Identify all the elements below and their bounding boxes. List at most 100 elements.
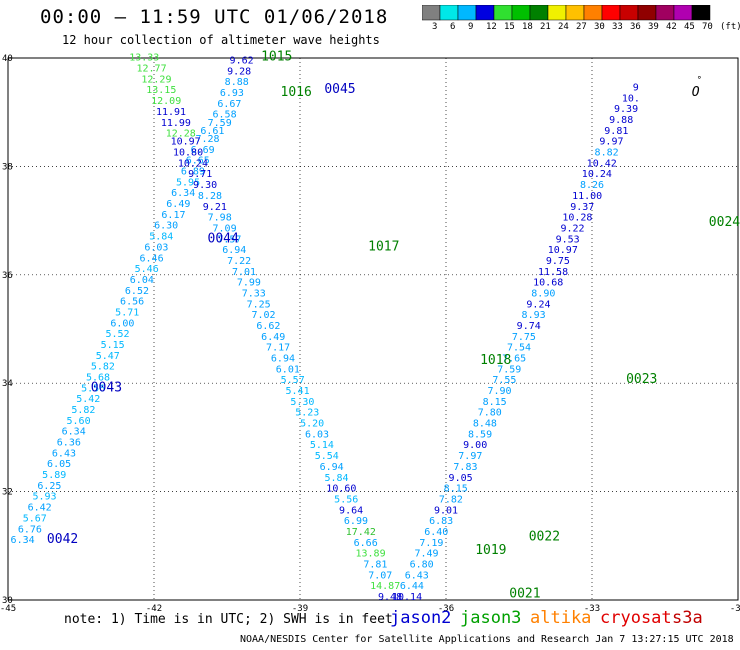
color-scale-label: 15 [504, 22, 515, 32]
wave-height-label: 6.94 [271, 354, 295, 365]
pass-time-label: 0021 [509, 586, 540, 601]
wave-height-label: 7.98 [208, 213, 232, 224]
wave-height-label: 8.15 [483, 397, 507, 408]
color-scale-label: 12 [486, 22, 497, 32]
pass-time-label: 0023 [626, 372, 657, 387]
wave-height-label: 6.83 [429, 516, 453, 527]
wave-height-label: 6.89 [181, 167, 205, 178]
wave-height-label: 7.33 [242, 288, 266, 299]
satellite-legend-item: jason2 [390, 608, 452, 628]
pass-time-label: 0043 [91, 380, 122, 395]
wave-height-label: 8.15 [444, 484, 468, 495]
wave-height-label: 6.94 [222, 245, 246, 256]
wave-height-label: 10. [622, 93, 640, 104]
wave-height-label: 7.28 [195, 134, 219, 145]
wave-height-label: 6.00 [110, 318, 134, 329]
wave-height-label: 9.62 [230, 55, 254, 66]
wave-height-label: 10.24 [582, 169, 612, 180]
color-scale-label: 33 [612, 22, 623, 32]
wave-height-label: 7.75 [512, 332, 536, 343]
wave-height-label: 6.80 [410, 559, 434, 570]
wave-height-label: 6.49 [166, 199, 190, 210]
x-tick-label: -45 [0, 604, 16, 614]
satellite-legend-item: cryosat [600, 608, 672, 628]
wave-height-label: 12.28 [166, 129, 196, 140]
wave-height-label: 9.37 [570, 202, 594, 213]
wave-height-label: 10.68 [533, 278, 563, 289]
wave-height-label: 9.39 [614, 104, 638, 115]
wave-height-label: 6.36 [57, 438, 81, 449]
wave-height-label: 8.26 [580, 180, 604, 191]
satellite-legend-item: jason3 [460, 608, 522, 628]
wave-height-label: 11.00 [572, 191, 602, 202]
wave-height-label: 12.09 [151, 96, 181, 107]
wave-height-label: 9.01 [434, 505, 458, 516]
wave-height-label: 6.17 [161, 210, 185, 221]
wave-height-label: 5.89 [42, 470, 66, 481]
wave-height-label: 8.59 [468, 429, 492, 440]
wave-height-label: 8.28 [198, 191, 222, 202]
color-scale-label: 30 [594, 22, 605, 32]
color-scale-label: 9 [468, 22, 474, 32]
x-tick-label: -42 [146, 604, 162, 614]
wave-height-label: 9.05 [449, 473, 473, 484]
wave-height-label: 6.44 [400, 581, 424, 592]
x-tick-label: -39 [292, 604, 308, 614]
wave-height-label: 9.81 [604, 126, 628, 137]
wave-height-label: 5.15 [101, 340, 125, 351]
y-tick-label: 32 [2, 488, 13, 498]
y-tick-label: 36 [2, 271, 13, 281]
wave-height-label: 5.67 [23, 513, 47, 524]
wave-height-label: 7.57 [217, 234, 241, 245]
wave-height-label: 6.65 [186, 156, 210, 167]
color-scale-bar [422, 5, 711, 21]
wave-height-label: 9.30 [193, 180, 217, 191]
color-scale-label: 6 [450, 22, 456, 32]
wave-height-label: 6.58 [213, 110, 237, 121]
wave-height-label: 6.67 [217, 99, 241, 110]
wave-height-label: 5.71 [115, 307, 139, 318]
color-scale-label: (ft) [720, 22, 740, 32]
x-tick-label: -33 [584, 604, 600, 614]
wave-height-label: 6.49 [261, 332, 285, 343]
wave-height-label: 10.28 [562, 213, 592, 224]
wave-height-label: 6.42 [28, 503, 52, 514]
wave-height-label: 5.93 [32, 492, 56, 503]
page-subtitle: 12 hour collection of altimeter wave hei… [62, 33, 380, 47]
degree-mark: ° [697, 75, 702, 85]
wave-height-label: 6.03 [305, 429, 329, 440]
wave-height-label: 9.88 [609, 115, 633, 126]
wave-height-label: 8.90 [531, 288, 555, 299]
page-title: 00:00 – 11:59 UTC 01/06/2018 [40, 6, 389, 28]
wave-height-label: 6.34 [171, 188, 195, 199]
wave-height-label: 7.49 [414, 549, 438, 560]
wave-height-label: 10.24 [178, 158, 208, 169]
wave-height-label: 8.82 [595, 148, 619, 159]
wave-height-label: 5.56 [81, 383, 105, 394]
pass-time-label: 1016 [281, 85, 312, 100]
wave-height-label: 6.61 [200, 126, 224, 137]
wave-height-label: 6.56 [120, 297, 144, 308]
wave-height-label: 7.97 [458, 451, 482, 462]
wave-height-label: 5.82 [91, 362, 115, 373]
wave-height-label: 9.75 [546, 256, 570, 267]
satellite-legend-item: s3a [672, 608, 703, 628]
wave-height-label: 9.00 [463, 440, 487, 451]
pass-time-label: 0022 [529, 529, 560, 544]
wave-height-label: 6.43 [405, 570, 429, 581]
pass-time-label: 1019 [475, 543, 506, 558]
color-scale-label: 27 [576, 22, 587, 32]
color-scale-label: 45 [684, 22, 695, 32]
wave-height-label: 12.29 [141, 74, 171, 85]
color-scale-label: 36 [630, 22, 641, 32]
wave-height-label: 6.43 [52, 448, 76, 459]
wave-height-label: 8.93 [522, 310, 546, 321]
wave-height-label: 9 [633, 83, 639, 94]
wave-height-label: 5.23 [295, 408, 319, 419]
wave-height-label: 6.05 [47, 459, 71, 470]
color-scale-label: 70 [702, 22, 713, 32]
wave-height-label: 6.30 [154, 221, 178, 232]
color-scale-label: 24 [558, 22, 569, 32]
wave-height-label: 9.24 [526, 299, 550, 310]
wave-height-label: 5.60 [67, 416, 91, 427]
